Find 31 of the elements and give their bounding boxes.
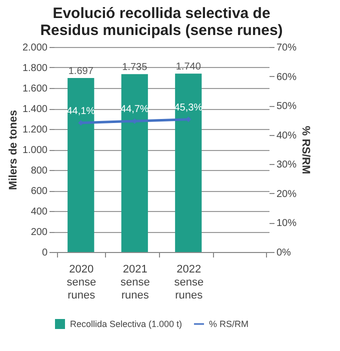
y-tick-label: 2.000 <box>22 42 48 54</box>
y-axis-title: Milers de tones <box>7 110 20 190</box>
data-label: 45,3% <box>174 102 203 114</box>
y2-tick-label: 60% <box>276 72 297 83</box>
y2-tick-label: 50% <box>276 101 297 112</box>
y-tick-label: 0 <box>42 248 48 258</box>
x-tick-label: 2021 sense runes <box>120 264 150 302</box>
data-label: 44,1% <box>66 106 96 117</box>
y-tick-label: 1.400 <box>22 104 48 115</box>
y-tick-label: 1.200 <box>22 124 48 136</box>
data-label: 44,7% <box>120 104 149 116</box>
y2-tick-label: 20% <box>276 188 297 200</box>
y2-tick-label: 10% <box>276 218 297 230</box>
chart-title: Evolució recollida selectiva de Residus municipals (sense runes) <box>40 5 283 39</box>
y-tick-label: 400 <box>30 206 48 218</box>
legend-label: Recollida Selectiva (1.000 t) <box>70 319 182 329</box>
y-tick-label: 1.600 <box>22 84 48 94</box>
y2-tick-label: 70% <box>276 42 297 54</box>
y-tick-label: 600 <box>30 186 48 197</box>
y-tick-label: 200 <box>30 227 48 238</box>
x-tick-label: 2022 sense runes <box>174 264 204 302</box>
data-label: 1.697 <box>68 66 94 78</box>
y2-axis-title: % RS/RM <box>300 126 312 174</box>
y2-tick-label: 40% <box>276 130 297 142</box>
y-tick-label: 1.000 <box>22 145 48 156</box>
legend-label: % RS/RM <box>209 319 249 329</box>
y2-tick-label: 0% <box>276 248 292 258</box>
x-tick-label: 2020 sense runes <box>66 264 96 302</box>
y-tick-label: 800 <box>30 166 48 176</box>
y2-tick-label: 30% <box>276 160 297 171</box>
y-tick-label: 1.800 <box>22 63 48 74</box>
